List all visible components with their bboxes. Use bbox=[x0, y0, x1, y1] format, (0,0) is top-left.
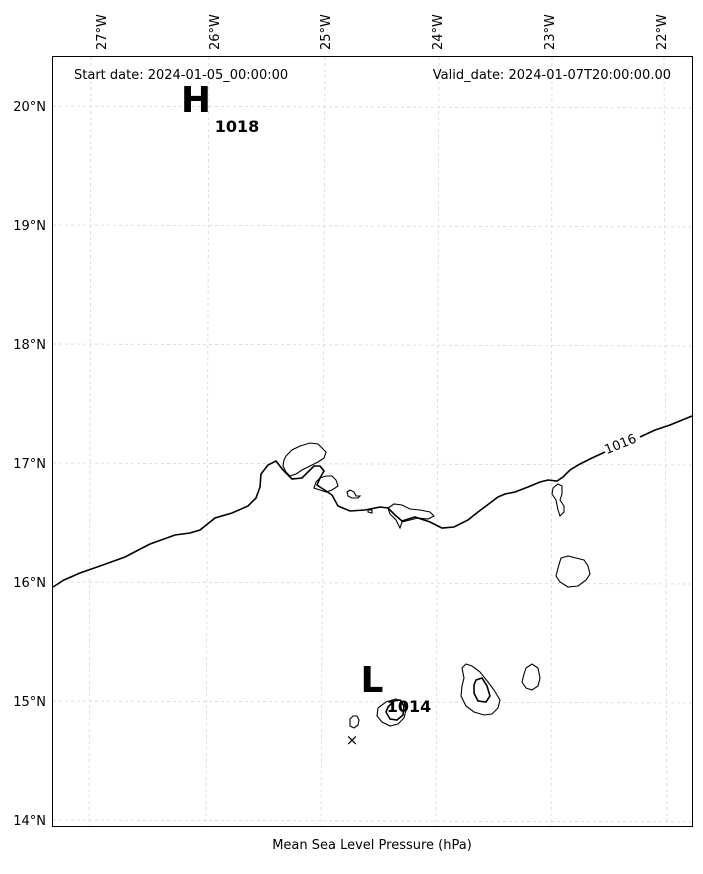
island-sao-nicolau bbox=[387, 503, 435, 530]
start-date-label: Start date: 2024-01-05_00:00:00 bbox=[74, 68, 288, 83]
parallel-15n bbox=[52, 700, 693, 704]
meridian-23w bbox=[550, 56, 553, 827]
island-maio bbox=[521, 663, 541, 691]
lat-label-15n: 15°N bbox=[13, 695, 46, 710]
meridian-27w bbox=[88, 56, 92, 827]
low-pressure-letter: L bbox=[361, 660, 384, 701]
meridian-22w bbox=[663, 56, 668, 827]
parallel-18n bbox=[52, 343, 693, 347]
lat-label-19n: 19°N bbox=[13, 219, 46, 234]
isobars bbox=[52, 415, 693, 721]
lon-label-26w: 26°W bbox=[208, 14, 223, 50]
isobar-1014-loop-santiago bbox=[473, 677, 491, 703]
pressure-center-low: L 1014 bbox=[361, 660, 432, 716]
island-boa-vista bbox=[555, 555, 591, 588]
lon-label-25w: 25°W bbox=[319, 14, 334, 50]
meridian-24w bbox=[435, 56, 440, 827]
lon-label-23w: 23°W bbox=[543, 14, 558, 50]
isobar-label-1016: 1016 bbox=[603, 432, 639, 458]
graticule bbox=[52, 56, 693, 827]
latitude-labels: 20°N 19°N 18°N 17°N 16°N 15°N 14°N bbox=[13, 100, 46, 829]
island-sal bbox=[551, 483, 565, 518]
lon-label-24w: 24°W bbox=[431, 14, 446, 50]
map-frame bbox=[52, 56, 693, 827]
lat-label-17n: 17°N bbox=[13, 457, 46, 472]
location-marker-icon: × bbox=[346, 731, 359, 749]
lat-label-18n: 18°N bbox=[13, 338, 46, 353]
meridian-26w bbox=[205, 56, 210, 827]
island-brava bbox=[349, 715, 360, 729]
meridian-25w bbox=[320, 56, 326, 827]
island-santo-antao bbox=[282, 442, 327, 477]
pressure-center-high: H 1018 bbox=[181, 80, 259, 136]
parallel-19n bbox=[52, 224, 693, 228]
lat-label-14n: 14°N bbox=[13, 814, 46, 829]
lat-label-20n: 20°N bbox=[13, 100, 46, 115]
isobar-1014-loop-fogo bbox=[385, 699, 405, 721]
valid-date-label: Valid_date: 2024-01-07T20:00:00.00 bbox=[433, 68, 671, 83]
parallel-20n bbox=[52, 105, 693, 109]
high-pressure-letter: H bbox=[181, 80, 211, 121]
coastlines bbox=[282, 442, 591, 729]
parallel-16n bbox=[52, 581, 693, 585]
low-pressure-value: 1014 bbox=[387, 697, 432, 716]
parallel-14n bbox=[52, 819, 693, 823]
isobar-1016 bbox=[52, 415, 693, 588]
lon-label-22w: 22°W bbox=[655, 14, 670, 50]
longitude-labels: 27°W 26°W 25°W 24°W 23°W 22°W bbox=[95, 14, 670, 50]
lon-label-27w: 27°W bbox=[95, 14, 110, 50]
island-santa-luzia bbox=[346, 489, 362, 499]
island-santiago bbox=[460, 663, 501, 716]
island-islet bbox=[367, 509, 373, 514]
map-caption: Mean Sea Level Pressure (hPa) bbox=[272, 838, 472, 853]
high-pressure-value: 1018 bbox=[215, 117, 260, 136]
parallel-17n bbox=[52, 462, 693, 466]
lat-label-16n: 16°N bbox=[13, 576, 46, 591]
